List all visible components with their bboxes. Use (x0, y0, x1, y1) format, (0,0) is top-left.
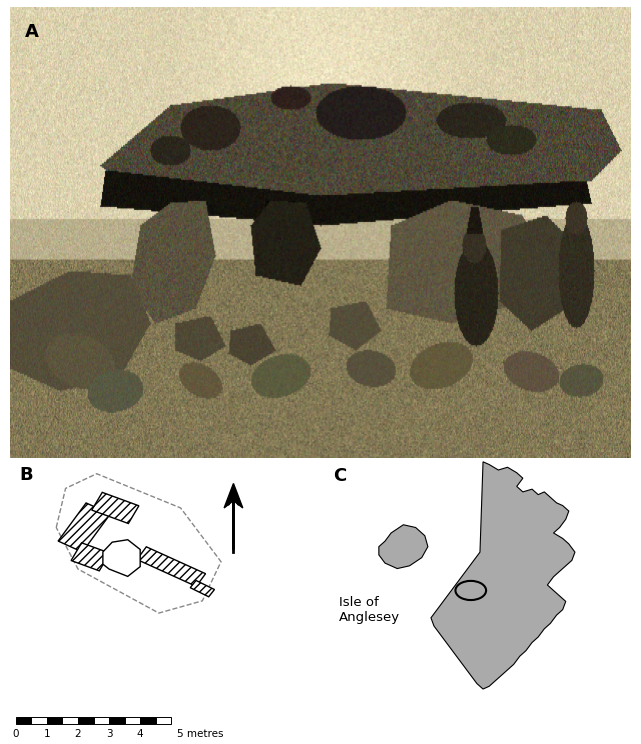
Bar (109, 717, 124, 725)
Bar (47, 717, 62, 725)
Polygon shape (431, 462, 575, 689)
Polygon shape (103, 539, 140, 577)
Text: 4: 4 (137, 729, 144, 740)
Bar (124, 717, 140, 725)
Bar (94, 717, 109, 725)
Bar (16, 717, 31, 725)
Text: 1: 1 (44, 729, 50, 740)
Bar (140, 717, 156, 725)
Text: 0: 0 (13, 729, 19, 740)
Text: A: A (25, 23, 39, 41)
Polygon shape (92, 493, 139, 524)
Text: B: B (19, 466, 33, 484)
Text: 2: 2 (75, 729, 81, 740)
Polygon shape (190, 580, 215, 597)
Polygon shape (71, 543, 110, 571)
Text: Isle of
Anglesey: Isle of Anglesey (339, 596, 400, 624)
Text: C: C (333, 467, 346, 485)
Bar (31, 717, 47, 725)
Bar (156, 717, 171, 725)
Bar (62, 717, 78, 725)
Polygon shape (137, 547, 206, 586)
Polygon shape (224, 484, 243, 508)
Bar (78, 717, 94, 725)
Polygon shape (379, 525, 428, 568)
Text: 3: 3 (106, 729, 112, 740)
Polygon shape (58, 503, 110, 552)
Text: 5 metres: 5 metres (178, 729, 224, 740)
